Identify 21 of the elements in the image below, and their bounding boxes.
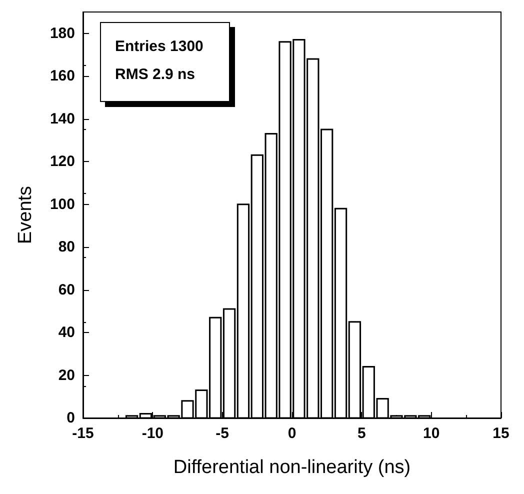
x-tick-label: -5 bbox=[216, 425, 230, 442]
y-tick-label: 80 bbox=[58, 238, 75, 256]
x-tick-label: 0 bbox=[288, 425, 296, 442]
y-tick-label: 20 bbox=[58, 366, 75, 384]
x-tick-label: 10 bbox=[422, 425, 440, 442]
x-axis-title: Differential non-linearity (ns) bbox=[173, 457, 411, 478]
x-tick-label: 5 bbox=[357, 425, 366, 442]
annotation: Entries 1300 bbox=[115, 37, 204, 57]
x-tick-label: -10 bbox=[142, 425, 164, 442]
y-tick-label: 120 bbox=[50, 153, 75, 170]
x-tick-label: 15 bbox=[492, 425, 510, 442]
y-tick-label: 0 bbox=[66, 410, 75, 426]
y-tick-label: 40 bbox=[58, 324, 75, 342]
y-tick-label: 140 bbox=[50, 110, 75, 128]
y-axis-title: Events bbox=[15, 186, 36, 244]
y-tick-label: 160 bbox=[50, 68, 75, 85]
y-tick-label: 100 bbox=[50, 196, 75, 213]
y-tick-label: 60 bbox=[58, 281, 75, 298]
x-tick-label: -15 bbox=[72, 425, 94, 442]
y-tick-label: 180 bbox=[50, 24, 75, 42]
annotation: RMS 2.9 ns bbox=[115, 65, 196, 85]
